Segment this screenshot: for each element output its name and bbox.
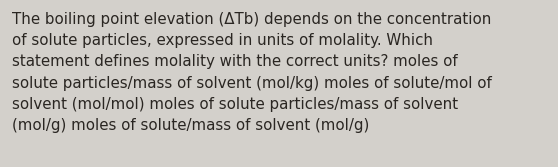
Text: The boiling point elevation (ΔTb) depends on the concentration
of solute particl: The boiling point elevation (ΔTb) depend… — [12, 12, 492, 133]
